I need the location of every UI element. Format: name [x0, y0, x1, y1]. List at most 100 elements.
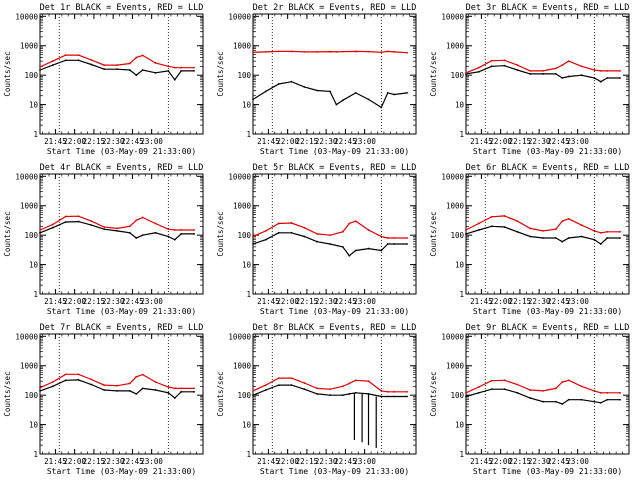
data-point-lld	[90, 378, 93, 381]
data-point-lld	[593, 389, 596, 392]
data-point-lld	[380, 51, 383, 54]
data-point-events	[386, 91, 389, 94]
x-axis-label: Start Time (03-May-09 21:33:00)	[47, 307, 196, 316]
data-point-lld	[303, 50, 306, 53]
data-point-lld	[354, 220, 357, 223]
data-point-events	[316, 240, 319, 243]
data-point-lld	[303, 226, 306, 229]
x-tick-label: 22:00	[489, 297, 512, 306]
data-point-lld	[116, 384, 118, 387]
data-point-lld	[167, 386, 170, 388]
x-tick-label: 23:00	[140, 137, 163, 146]
data-point-lld	[290, 50, 293, 53]
data-point-events	[103, 389, 106, 391]
y-tick-label: 10	[29, 101, 39, 110]
chart-title: Det 2r BLACK = Events, RED = LLD	[253, 3, 417, 13]
plot-frame	[465, 173, 630, 295]
data-point-events	[167, 235, 170, 238]
data-point-events	[116, 68, 118, 71]
y-tick-label: 10	[29, 261, 39, 270]
data-point-events	[606, 237, 609, 239]
data-point-lld	[252, 235, 254, 238]
data-point-events	[554, 400, 557, 403]
data-point-events	[580, 398, 583, 401]
data-point-events	[51, 64, 54, 66]
data-point-lld	[348, 382, 351, 385]
data-point-lld	[503, 59, 506, 62]
data-point-lld	[542, 389, 544, 392]
data-point-lld	[516, 383, 519, 386]
y-tick-label: 100	[237, 391, 251, 400]
data-point-events	[116, 389, 118, 392]
data-point-events	[503, 226, 506, 228]
data-point-events	[264, 90, 267, 93]
y-tick-label: 10000	[228, 172, 251, 181]
data-point-lld	[561, 220, 564, 223]
data-point-lld	[619, 391, 621, 394]
y-tick-label: 10	[242, 421, 252, 430]
data-point-events	[154, 231, 157, 234]
data-point-lld	[128, 225, 131, 228]
data-point-events	[490, 388, 493, 391]
y-tick-label: 10	[455, 261, 465, 270]
data-point-events	[386, 243, 389, 245]
data-point-events	[465, 233, 467, 235]
chart-panel-7: Det 7r BLACK = Events, RED = LLD 1 10 100 10…	[3, 323, 204, 476]
x-tick-label: 22:45	[121, 457, 144, 466]
data-point-events	[354, 391, 357, 394]
data-point-lld	[77, 54, 80, 57]
data-point-lld	[90, 220, 93, 223]
data-point-events	[90, 224, 93, 226]
data-point-lld	[154, 381, 157, 383]
data-point-lld	[277, 50, 280, 53]
data-point-lld	[277, 222, 280, 225]
data-point-lld	[580, 224, 583, 226]
data-point-lld	[316, 50, 319, 53]
x-tick-label: 22:15	[83, 457, 106, 466]
data-point-events	[77, 379, 80, 381]
data-point-events	[619, 237, 621, 239]
y-tick-label: 10000	[441, 332, 464, 341]
x-tick-label: 22:30	[102, 457, 125, 466]
data-point-events	[619, 398, 621, 401]
data-point-lld	[64, 215, 67, 218]
y-tick-label: 100	[450, 71, 464, 80]
x-tick-label: 22:45	[547, 297, 570, 306]
data-point-events	[64, 59, 67, 62]
x-axis-label: Start Time (03-May-09 21:33:00)	[260, 467, 409, 476]
data-point-events	[367, 247, 370, 250]
y-tick-label: 1000	[446, 42, 465, 51]
data-point-events	[593, 77, 596, 79]
y-tick-label: 10000	[15, 172, 38, 181]
y-tick-label: 10000	[441, 12, 464, 21]
data-point-lld	[599, 391, 602, 394]
data-point-events	[348, 254, 351, 257]
x-tick-label: 22:30	[528, 297, 551, 306]
data-point-lld	[554, 67, 557, 70]
x-tick-label: 22:00	[63, 457, 86, 466]
data-point-events	[406, 395, 408, 398]
x-axis-label: Start Time (03-May-09 21:33:00)	[47, 147, 196, 156]
chart-title: Det 7r BLACK = Events, RED = LLD	[40, 323, 204, 333]
data-point-events	[103, 68, 106, 71]
x-tick-label: 22:45	[547, 137, 570, 146]
x-tick-label: 22:45	[334, 297, 357, 306]
data-point-lld	[406, 237, 408, 239]
chart-panel-8: Det 8r BLACK = Events, RED = LLD 1 10 100 10…	[216, 323, 417, 476]
data-point-lld	[367, 229, 370, 231]
y-tick-label: 1000	[446, 362, 465, 371]
x-tick-label: 23:00	[566, 137, 589, 146]
data-point-lld	[380, 235, 383, 238]
data-point-lld	[393, 237, 396, 239]
y-tick-label: 10000	[228, 332, 251, 341]
data-point-events	[141, 69, 144, 71]
data-point-lld	[290, 222, 293, 224]
data-point-lld	[465, 391, 467, 394]
y-axis-label: Counts/sec	[3, 371, 12, 416]
data-point-events	[141, 387, 144, 390]
data-point-events	[51, 385, 54, 388]
data-point-events	[252, 243, 254, 245]
data-point-events	[516, 230, 519, 233]
data-point-events	[503, 388, 506, 391]
x-tick-label: 23:00	[353, 457, 376, 466]
